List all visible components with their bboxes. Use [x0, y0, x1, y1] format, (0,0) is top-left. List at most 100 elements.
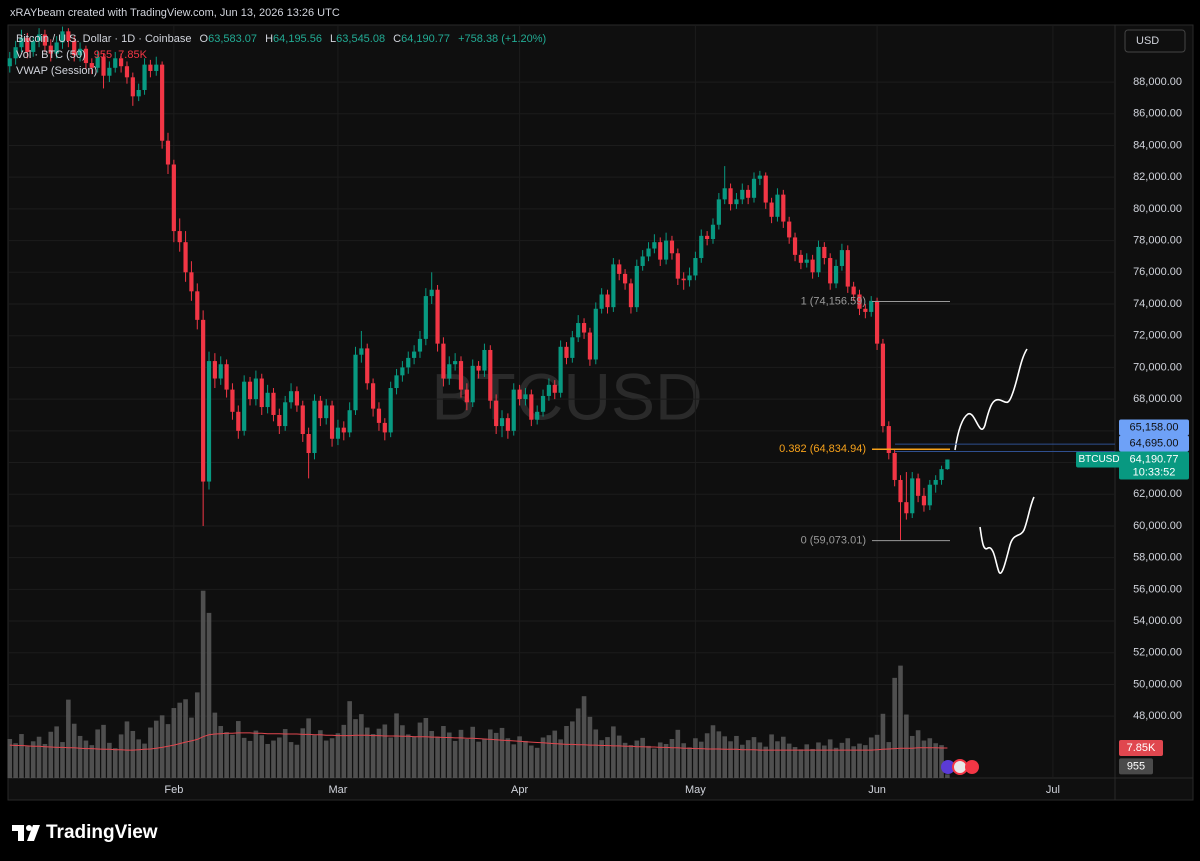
candle-body [365, 348, 370, 384]
volume-bar [300, 728, 306, 778]
candle-body [757, 175, 762, 179]
candle-body [66, 31, 71, 41]
candle-body [933, 479, 938, 485]
volume-bar [247, 740, 253, 778]
volume-bar [230, 734, 235, 778]
volume-label: 955 [1127, 760, 1145, 772]
legend-change: +758.38 (+1.20%) [458, 33, 547, 45]
candle-body [288, 391, 294, 403]
candle-body [593, 308, 598, 360]
legend: Bitcoin / U.S. Dollar · 1D · Coinbase O6… [16, 31, 546, 79]
candle-body [13, 47, 18, 59]
x-tick-label: Mar [328, 784, 347, 796]
candle-body [658, 242, 663, 260]
volume-bar [25, 746, 30, 778]
volume-bar [294, 744, 300, 778]
volume-bar [739, 744, 745, 778]
volume-bar [329, 738, 335, 778]
volume-bar [101, 724, 106, 778]
legend-row: VWAP (Session) [16, 63, 546, 79]
grid [8, 25, 1115, 778]
currency-button[interactable]: USD [1124, 29, 1186, 53]
candle-body [230, 389, 235, 412]
y-tick-label: 84,000.00 [1133, 139, 1182, 151]
volume-bar [640, 737, 645, 778]
y-tick-label: 48,000.00 [1133, 710, 1182, 722]
volume-bar [71, 723, 77, 778]
y-tick-label: 62,000.00 [1133, 488, 1182, 500]
volume-bar [429, 730, 434, 778]
legend-value: 63,545.08 [336, 33, 386, 45]
candle-body [265, 392, 270, 408]
volume-bar [359, 714, 364, 778]
y-tick-label: 72,000.00 [1133, 330, 1182, 342]
candle-body [95, 56, 100, 68]
candle-body [206, 361, 212, 482]
candle-body [880, 343, 886, 427]
x-tick-label: Jul [1046, 784, 1060, 796]
candle-body [699, 235, 704, 259]
volume-bar [153, 720, 159, 778]
volume-bar [48, 731, 54, 778]
price-badge [1119, 419, 1189, 436]
candle-body [376, 408, 382, 423]
volume-bar [493, 732, 499, 778]
candle-body [622, 273, 628, 284]
candle-body [447, 364, 452, 379]
volume-bar [130, 730, 136, 778]
candle-body [283, 402, 288, 427]
candle-body [634, 265, 639, 308]
candle-body [617, 264, 622, 274]
candle-body [822, 246, 827, 259]
candle-body [429, 289, 434, 297]
candle-body [570, 337, 575, 358]
volume-badge [1119, 758, 1153, 775]
candle-body [611, 264, 616, 308]
candle-body [646, 248, 651, 257]
candle-body [400, 367, 405, 376]
candle-body [435, 289, 440, 344]
y-tick-label: 88,000.00 [1133, 76, 1182, 88]
volume-bar [446, 732, 452, 778]
volume-bar [112, 748, 118, 778]
volume-bar [335, 733, 341, 778]
candle-body [581, 323, 587, 333]
volume-bar [716, 731, 722, 778]
volume-bar [933, 743, 938, 778]
volume-bar [863, 745, 868, 778]
candle-body [7, 58, 12, 67]
candle-body [335, 427, 341, 439]
volume-bar [646, 745, 651, 778]
legend-indicator: VWAP (Session) [16, 65, 98, 77]
candle-body [488, 349, 493, 401]
currency-button-box[interactable] [1124, 29, 1186, 53]
candle-body [722, 188, 727, 200]
candle-body [810, 259, 815, 273]
volume-bar [511, 744, 517, 778]
candle-body [324, 405, 329, 419]
watermark: BTCUSD [431, 359, 702, 433]
volume-bar [183, 699, 188, 778]
volume-bar [734, 735, 739, 778]
currency-button-label[interactable]: USD [1136, 35, 1159, 47]
candle-body [247, 381, 253, 400]
volume-bar [523, 740, 528, 778]
legend-row: Bitcoin / U.S. Dollar · 1D · Coinbase O6… [16, 31, 546, 47]
candle-body [558, 346, 563, 393]
candle-body [25, 37, 30, 52]
logo-icon [12, 825, 40, 841]
volume-bar [570, 721, 575, 778]
volume-bar [60, 742, 65, 778]
candle-body [482, 349, 487, 371]
candle-body [705, 235, 710, 240]
candle-body [628, 283, 634, 308]
candle-body [535, 411, 540, 420]
volume-bar [792, 747, 798, 778]
legend-row: Vol · BTC (50) 955 7.85K [16, 47, 546, 63]
volume [7, 590, 950, 778]
volume-bar [593, 729, 599, 778]
volume-bar [921, 740, 927, 778]
candle-body [910, 478, 915, 514]
candle-body [60, 31, 65, 43]
